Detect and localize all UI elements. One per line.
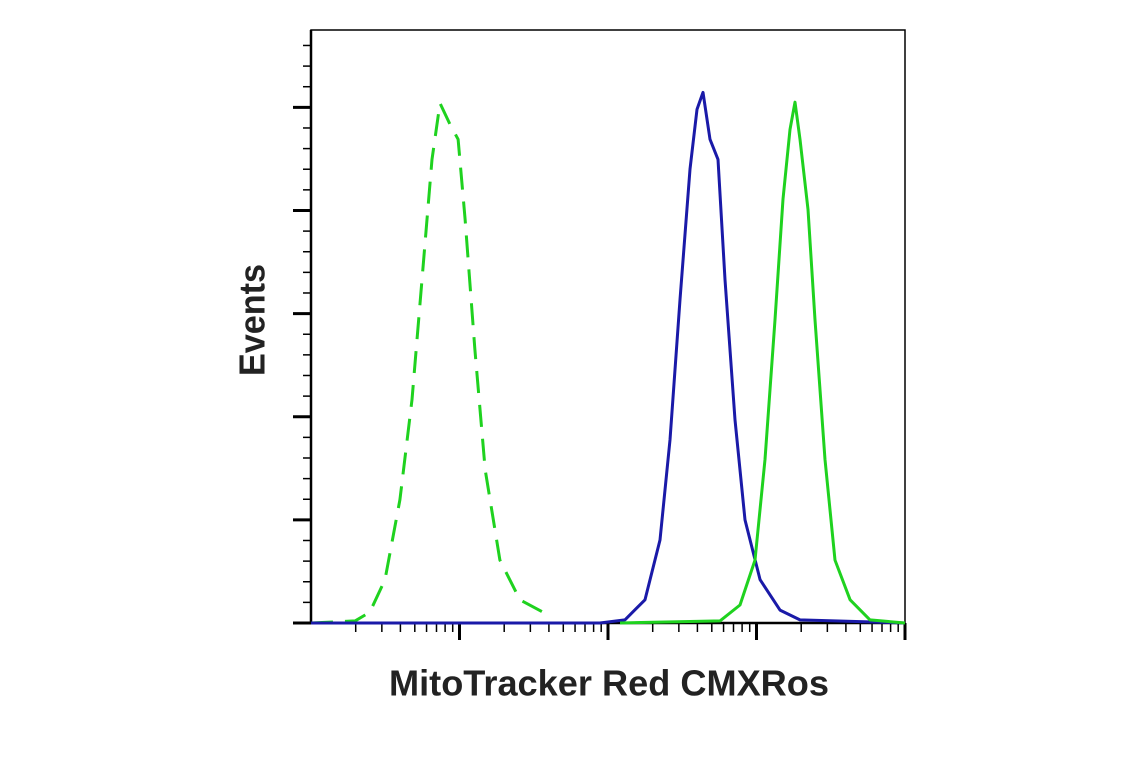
histogram-line: [311, 90, 906, 625]
histogram-line: [310, 101, 546, 625]
histogram-line: [619, 100, 906, 625]
y-axis-label: Events: [232, 264, 273, 376]
x-axis-label: MitoTracker Red CMXRos: [389, 663, 829, 704]
